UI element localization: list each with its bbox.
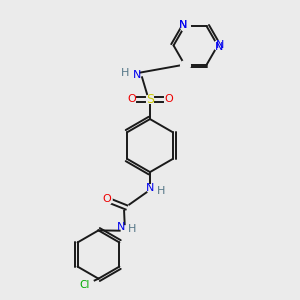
Text: N: N (133, 70, 141, 80)
Text: N: N (117, 222, 125, 232)
Text: N: N (146, 183, 154, 193)
Text: H: H (122, 68, 130, 78)
Text: Cl: Cl (79, 280, 89, 290)
Text: H: H (157, 186, 165, 196)
Text: N: N (179, 20, 187, 30)
Text: S: S (146, 93, 154, 106)
Text: N: N (216, 40, 224, 50)
Text: O: O (128, 94, 136, 104)
Text: O: O (164, 94, 172, 104)
Text: H: H (128, 224, 136, 234)
Text: O: O (102, 194, 111, 205)
Text: N: N (215, 42, 224, 52)
Text: N: N (179, 20, 187, 30)
